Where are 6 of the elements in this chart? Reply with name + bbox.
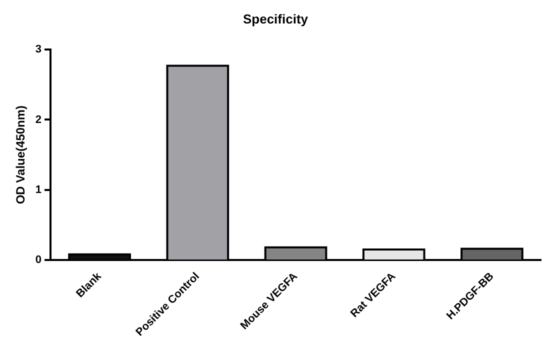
chart-title: Specificity [242,11,309,26]
y-tick-label: 3 [35,44,42,56]
y-tick-label: 1 [35,184,42,196]
y-axis-title: OD Value(450nm) [14,105,28,204]
y-tick-label: 2 [35,114,42,126]
y-tick-label: 0 [35,254,42,266]
